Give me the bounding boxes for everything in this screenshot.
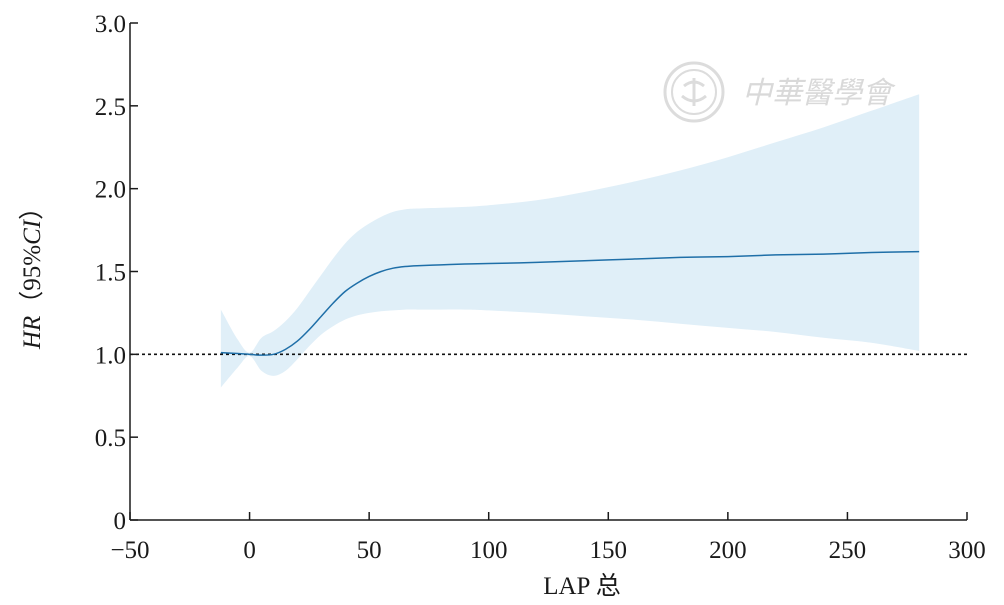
x-tick-label: 50: [357, 537, 382, 564]
medical-association-seal-icon: [663, 61, 725, 123]
y-tick-label: 1.5: [95, 260, 126, 287]
watermark-text: 中華醫學會: [742, 76, 896, 111]
x-tick-label: 150: [590, 537, 628, 564]
x-axis-label: LAP 总: [543, 572, 621, 600]
watermark: 中華醫學會: [663, 61, 896, 123]
y-tick-label: 1.0: [95, 342, 126, 369]
x-tick-label: 200: [709, 537, 747, 564]
x-tick-label: 0: [243, 537, 256, 564]
y-tick-label: 2.5: [95, 94, 126, 121]
series-line: [220, 250, 920, 356]
x-ticks: −50 0 50 100 150 200 250 300: [110, 512, 986, 564]
y-tick-label: 0: [114, 508, 127, 535]
x-tick-label: −50: [110, 537, 149, 564]
y-axis-label: HR（95%CI）: [18, 195, 46, 350]
y-tick-label: 2.0: [95, 177, 126, 204]
y-tick-label: 3.0: [95, 11, 126, 38]
confidence-band: [220, 94, 920, 388]
x-tick-label: 300: [948, 537, 986, 564]
x-tick-label: 250: [829, 537, 867, 564]
y-ticks: 0 0.5 1.0 1.5 2.0 2.5 3.0: [95, 11, 138, 535]
x-tick-label: 100: [470, 537, 508, 564]
y-tick-label: 0.5: [95, 425, 126, 452]
